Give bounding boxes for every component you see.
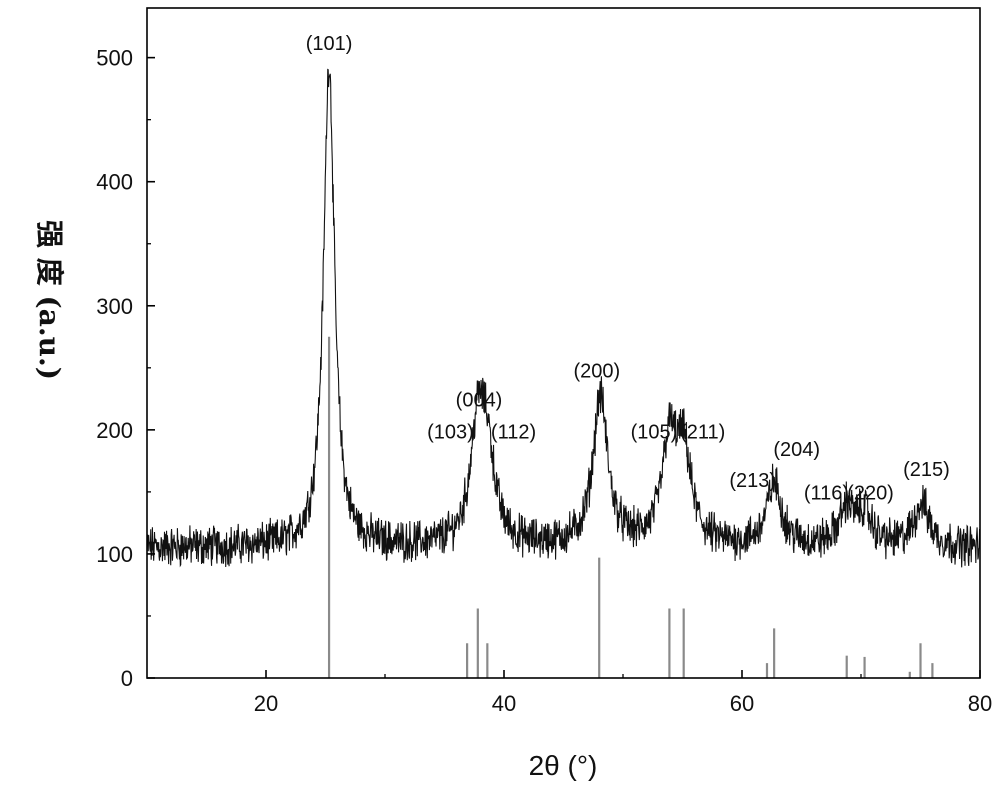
- x-tick-label: 60: [730, 691, 754, 716]
- x-tick-label: 40: [492, 691, 516, 716]
- peak-label: (004): [456, 389, 503, 411]
- peak-label: (103): [427, 422, 474, 444]
- xrd-pattern-line: [146, 68, 981, 568]
- peak-annotations: (101) (004) (103) (112) (200) (105) (211) (213)…: [306, 33, 950, 504]
- y-axis-label: 强 度 (a.u.): [33, 220, 66, 380]
- peak-label: (220): [847, 482, 894, 504]
- x-tick-label: 20: [254, 691, 278, 716]
- plot-frame: [146, 7, 981, 679]
- peak-label: (101): [306, 33, 353, 55]
- reference-lines: [327, 336, 934, 678]
- peak-label: (200): [573, 361, 620, 383]
- y-tick-label: 200: [96, 418, 133, 443]
- peak-label: (211): [680, 422, 725, 444]
- peak-label: (204): [773, 439, 820, 461]
- x-axis-label: 2θ (°): [529, 750, 598, 781]
- peak-label: (116): [804, 482, 849, 504]
- x-tick-label: 80: [968, 691, 992, 716]
- plot-area: [146, 68, 981, 568]
- y-tick-label: 0: [121, 666, 133, 691]
- peak-label: (112): [491, 422, 536, 444]
- axes: 20 40 60 80 0 100 200 300 400 500: [96, 7, 992, 716]
- y-tick-label: 100: [96, 542, 133, 567]
- peak-label: (213): [729, 470, 776, 492]
- y-tick-label: 300: [96, 294, 133, 319]
- peak-label: (215): [903, 459, 950, 481]
- y-tick-label: 500: [96, 46, 133, 71]
- peak-label: (105): [631, 422, 678, 444]
- y-tick-label: 400: [96, 170, 133, 195]
